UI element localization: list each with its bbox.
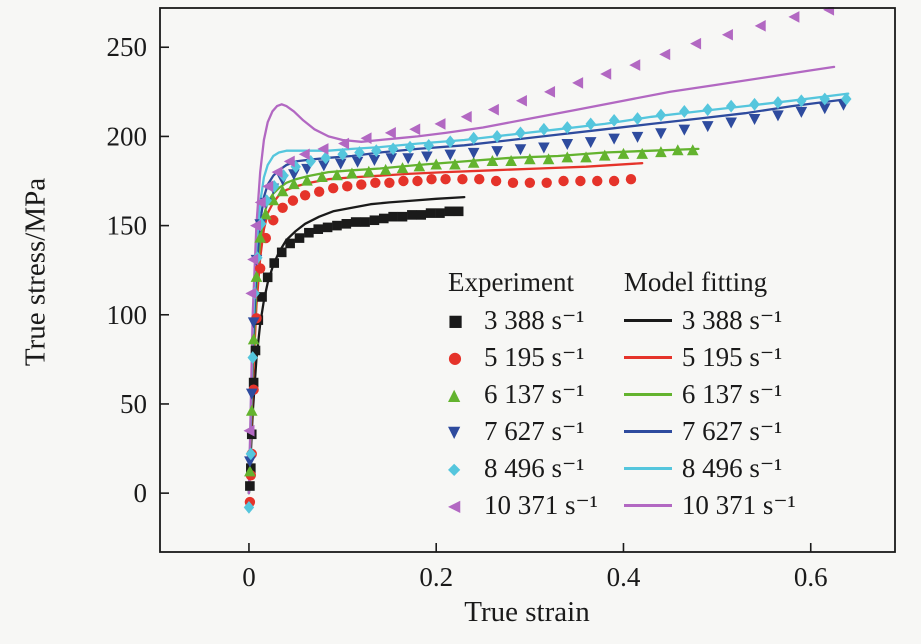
- legend-label: 5 195 s⁻¹: [484, 342, 585, 372]
- legend-label: 7 627 s⁻¹: [484, 416, 585, 446]
- x-tick-label: 0.4: [607, 562, 641, 592]
- legend-header-model: Model fitting: [623, 266, 768, 297]
- legend-item: ▲ 6 137 s⁻¹: [448, 376, 598, 413]
- legend-line-swatch: [623, 393, 672, 396]
- legend-line-swatch: [623, 356, 672, 359]
- legend-item: 5 195 s⁻¹: [623, 339, 796, 376]
- legend-marker-circle-icon: ●: [448, 347, 462, 367]
- legend-marker-triangle-down-icon: ▼: [448, 421, 461, 441]
- legend-item: ◆ 8 496 s⁻¹: [448, 450, 598, 487]
- legend-model-column: Model fitting 3 388 s⁻¹ 5 195 s⁻¹ 6 137 …: [623, 262, 796, 524]
- model-line-5: [247, 65, 836, 495]
- x-axis-title: True strain: [464, 596, 590, 628]
- legend-label: 6 137 s⁻¹: [681, 379, 783, 409]
- x-tick-label: 0.2: [419, 562, 453, 592]
- legend-item: 7 627 s⁻¹: [623, 413, 796, 450]
- legend-label: 8 496 s⁻¹: [681, 453, 783, 483]
- x-tick-label: 0: [242, 562, 256, 592]
- legend-item: 3 388 s⁻¹: [623, 302, 796, 339]
- experiment-markers-0: [245, 206, 464, 491]
- legend-label: 5 195 s⁻¹: [681, 342, 783, 372]
- model-line-0: [247, 195, 466, 495]
- experiment-markers-1: [244, 174, 637, 508]
- x-tick-label: 0.6: [794, 562, 828, 592]
- legend-marker-triangle-up-icon: ▲: [448, 384, 461, 404]
- legend: Experiment ■ 3 388 s⁻¹ ● 5 195 s⁻¹ ▲ 6 1…: [448, 262, 796, 524]
- legend-marker-square-icon: ■: [448, 310, 464, 330]
- plot-area: [243, 7, 852, 514]
- y-tick-label: 250: [107, 32, 148, 62]
- legend-line-swatch: [623, 319, 672, 322]
- legend-experiment-column: Experiment ■ 3 388 s⁻¹ ● 5 195 s⁻¹ ▲ 6 1…: [448, 262, 598, 524]
- experiment-markers-2: [244, 144, 699, 477]
- legend-label: 10 371 s⁻¹: [681, 490, 796, 520]
- plot-frame: [159, 7, 896, 553]
- experiment-markers-5: [243, 7, 835, 437]
- legend-marker-diamond-icon: ◆: [448, 458, 461, 478]
- legend-label: 6 137 s⁻¹: [484, 379, 585, 409]
- y-tick-label: 150: [107, 211, 148, 241]
- legend-item: 10 371 s⁻¹: [623, 487, 796, 524]
- model-line-2: [247, 147, 700, 495]
- legend-line-swatch: [623, 504, 672, 507]
- legend-label: 3 388 s⁻¹: [681, 305, 783, 335]
- y-tick-label: 50: [120, 389, 147, 419]
- legend-marker-triangle-left-icon: ◀: [448, 495, 461, 515]
- legend-item: ■ 3 388 s⁻¹: [448, 302, 598, 339]
- legend-label: 7 627 s⁻¹: [681, 416, 783, 446]
- legend-label: 8 496 s⁻¹: [484, 453, 585, 483]
- y-tick-label: 100: [107, 300, 148, 330]
- legend-item: ● 5 195 s⁻¹: [448, 339, 598, 376]
- legend-line-swatch: [623, 430, 672, 433]
- legend-header-experiment: Experiment: [448, 266, 574, 297]
- legend-item: 6 137 s⁻¹: [623, 376, 796, 413]
- legend-line-swatch: [623, 467, 672, 470]
- y-tick-label: 0: [134, 478, 148, 508]
- y-tick-label: 200: [107, 121, 148, 151]
- legend-item: 8 496 s⁻¹: [623, 450, 796, 487]
- legend-item: ◀ 10 371 s⁻¹: [448, 487, 598, 524]
- y-axis-title: True stress/MPa: [19, 177, 52, 367]
- legend-label: 10 371 s⁻¹: [484, 490, 598, 520]
- legend-item: ▼ 7 627 s⁻¹: [448, 413, 598, 450]
- legend-label: 3 388 s⁻¹: [484, 305, 585, 335]
